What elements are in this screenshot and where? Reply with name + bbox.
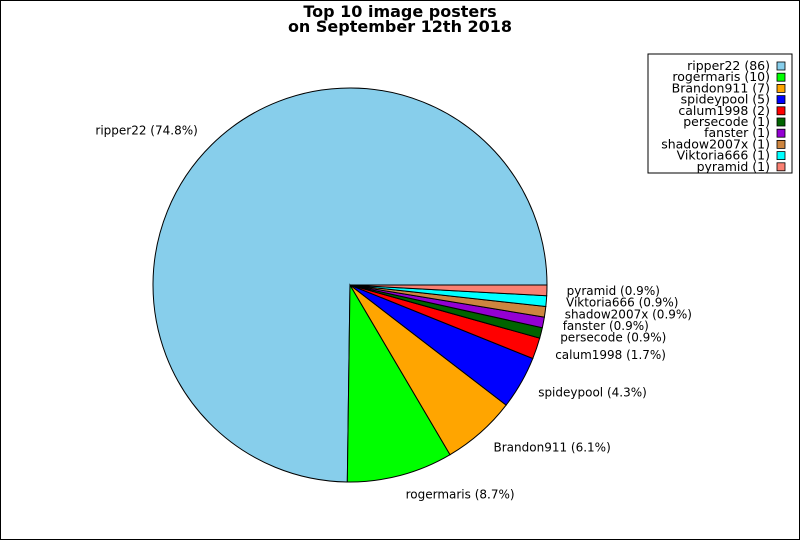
slice-label-viktoria666: Viktoria666 (0.9%) xyxy=(566,296,678,310)
chart-title-line2: on September 12th 2018 xyxy=(288,17,512,36)
legend-label-fanster: fanster (1) xyxy=(704,125,770,140)
legend-swatch-shadow2007x xyxy=(776,139,786,149)
legend-box xyxy=(647,53,793,174)
slice-label-persecode: persecode (0.9%) xyxy=(560,331,666,345)
legend-label-brandon911: Brandon911 (7) xyxy=(672,80,770,95)
legend-swatch-viktoria666 xyxy=(776,151,786,161)
legend-swatch-rogermaris xyxy=(776,72,786,82)
legend-label-calum1998: calum1998 (2) xyxy=(678,103,770,118)
pie-slice-pyramid xyxy=(349,284,548,297)
legend-swatch-pyramid xyxy=(776,162,786,172)
legend-label-rogermaris: rogermaris (10) xyxy=(672,69,770,84)
slice-label-brandon911: Brandon911 (6.1%) xyxy=(494,440,611,454)
legend-swatch-calum1998 xyxy=(776,106,786,116)
legend-label-spideypool: spideypool (5) xyxy=(681,92,770,107)
pie-slice-rogermaris xyxy=(346,283,451,483)
slice-label-ripper22: ripper22 (74.8%) xyxy=(95,124,197,138)
legend: ripper22 (86)rogermaris (10)Brandon911 (… xyxy=(647,53,793,174)
slice-label-spideypool: spideypool (4.3%) xyxy=(538,386,647,400)
legend-label-pyramid: pyramid (1) xyxy=(697,159,770,174)
slice-label-pyramid: pyramid (0.9%) xyxy=(567,284,660,298)
pie-slices xyxy=(152,87,548,483)
chart-title-line1: Top 10 image posters xyxy=(303,2,496,21)
slice-label-calum1998: calum1998 (1.7%) xyxy=(555,348,666,362)
slice-label-rogermaris: rogermaris (8.7%) xyxy=(406,487,515,501)
pie-slice-ripper22 xyxy=(152,87,548,483)
pie-slice-labels: ripper22 (74.8%) rogermaris (8.7%) Brandon… xyxy=(95,124,692,502)
legend-label-persecode: persecode (1) xyxy=(683,114,770,129)
legend-swatch-persecode xyxy=(776,117,786,127)
legend-label-ripper22: ripper22 (86) xyxy=(687,58,770,73)
legend-swatch-spideypool xyxy=(776,95,786,104)
legend-label-shadow2007x: shadow2007x (1) xyxy=(661,136,770,151)
legend-label-viktoria666: Viktoria666 (1) xyxy=(677,148,770,163)
slice-label-shadow2007x: shadow2007x (0.9%) xyxy=(565,308,692,322)
legend-swatch-ripper22 xyxy=(776,61,786,71)
slice-label-fanster: fanster (0.9%) xyxy=(563,319,649,333)
legend-swatch-brandon911 xyxy=(776,84,786,93)
legend-swatch-fanster xyxy=(776,128,786,138)
